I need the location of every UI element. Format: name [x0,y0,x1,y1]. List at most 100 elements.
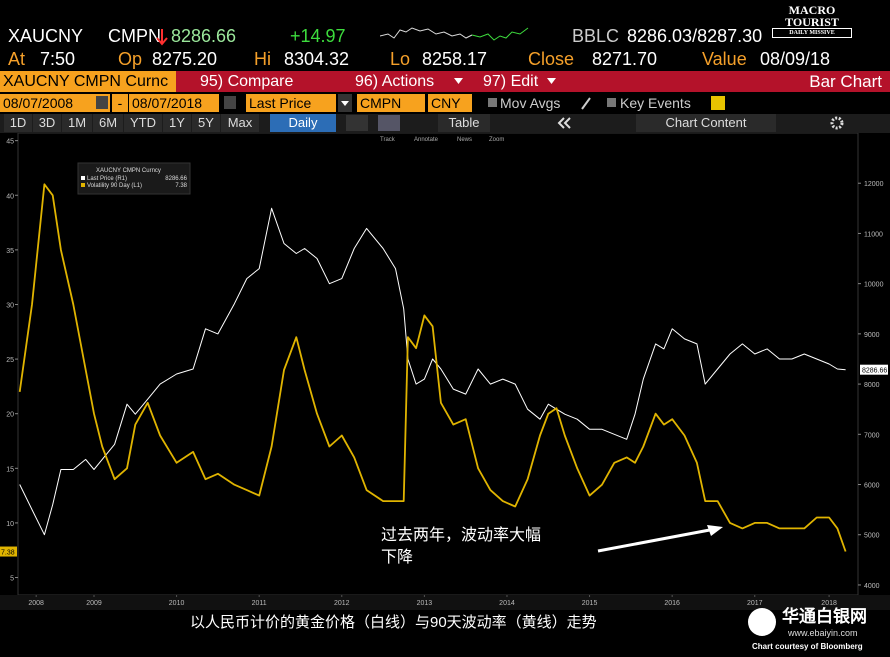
quote-value: 7:50 [40,49,76,69]
end-date[interactable]: 08/07/2018 [129,94,219,112]
period-button[interactable]: 1D [4,114,32,132]
watermark-logo [748,608,776,636]
logo-line: TOURIST [785,15,839,29]
period-button[interactable]: Max [221,114,259,132]
y2-tick-label: 11000 [864,231,883,238]
period-button[interactable]: 3D [33,114,61,132]
x-tick-label: 2011 [252,600,267,607]
chart-type-icon[interactable] [346,115,368,131]
period-button[interactable]: YTD [124,114,162,132]
y-tick-label: 30 [6,302,14,309]
ticker: XAUCNY [8,26,84,46]
period-button[interactable]: 1M [62,114,92,132]
x-tick-label: 2008 [28,600,44,607]
table-button[interactable]: Table [438,114,490,132]
chart-tool[interactable]: Zoom [489,137,504,143]
down-arrow [156,29,168,46]
x-axis-strip [0,595,890,610]
bid-ask: 8286.03/8287.30 [627,26,763,46]
bid-source: BBLC [572,26,620,46]
y-tick-label: 35 [6,248,14,255]
quote-value: 8271.70 [592,49,658,69]
date-separator: - [112,94,128,112]
period-button[interactable]: 5Y [192,114,220,132]
menu-item[interactable]: 96) Actions [355,73,435,90]
frequency[interactable]: Daily [270,114,336,132]
x-tick-label: 2015 [582,600,598,607]
y-tick-label: 25 [6,357,14,364]
info-icon[interactable] [711,96,725,110]
legend-value: 8286.66 [165,176,187,182]
y-tick-label: 45 [6,139,14,146]
y-tick-label: 20 [6,412,14,419]
y2-tick-label: 6000 [864,483,880,490]
checkbox[interactable] [488,98,497,107]
y-tick-label: 5 [10,576,14,583]
legend [77,162,191,195]
legend-label: Volatility 90 Day (L1) [87,183,142,189]
credit: Chart courtesy of Bloomberg [752,642,863,651]
last-value: 8286.66 [862,368,887,375]
dropdown-icon [454,78,463,84]
security-input[interactable]: XAUCNY CMPN Curnc [0,71,176,92]
chart-content[interactable]: Chart Content [636,114,776,132]
legend-value: 7.38 [175,183,187,189]
option[interactable]: Key Events [620,95,691,111]
quote-value: 8275.20 [152,49,218,69]
logo-line: MACRO [788,3,836,17]
annotation-line: 下降 [381,549,414,566]
y2-tick-label: 4000 [864,583,880,590]
caption: 以人民币计价的黄金价格（白线）与90天波动率（黄线）走势 [190,614,597,631]
chart-tool[interactable]: Annotate [414,137,439,143]
y2-tick-label: 7000 [864,432,880,439]
start-date[interactable]: 08/07/2008 [0,94,110,112]
period-button[interactable]: 6M [93,114,123,132]
tool-icon[interactable] [378,115,400,131]
calendar-icon[interactable] [224,96,236,109]
gear-icon[interactable] [830,116,844,130]
watermark-name: 华通白银网 [782,607,867,626]
legend-swatch [81,176,85,180]
collapse-icon[interactable] [556,117,572,129]
watermark-url: www.ebaiyin.com [788,628,858,638]
dropdown-icon [547,78,556,84]
quote-value: 08/09/18 [760,49,831,69]
logo-line: DAILY MISSIVE [772,28,852,38]
period-button[interactable]: 1Y [163,114,191,132]
field-select[interactable]: Last Price [246,94,336,112]
y2-tick-label: 9000 [864,332,880,339]
y-tick-label: 15 [6,466,14,473]
x-tick-label: 2018 [821,600,837,607]
menu-item[interactable]: 95) Compare [200,73,294,90]
chart-tool[interactable]: Track [380,137,396,143]
y2-tick-label: 10000 [864,282,884,289]
quote-label: At [8,49,26,69]
annotation-arrow [597,525,723,553]
option[interactable]: Mov Avgs [500,95,561,111]
quote-label: Close [528,49,575,69]
last-value-tag [860,364,888,375]
legend-label: Last Price (R1) [87,176,127,182]
series-line [18,183,847,552]
sparkline [380,27,529,41]
x-tick-label: 2017 [747,600,763,607]
annotation-line: 过去两年，波动率大幅 [381,527,542,544]
dropdown-icon[interactable] [338,94,352,112]
view-label: Bar Chart [809,72,882,91]
x-tick-label: 2014 [499,600,515,607]
calendar-icon[interactable] [96,96,108,109]
y2-tick-label: 12000 [864,181,884,188]
source-select[interactable]: CMPN [357,94,425,112]
chart-tool[interactable]: News [457,137,472,143]
pen-icon[interactable] [580,96,592,110]
currency-select[interactable]: CNY [428,94,472,112]
source: CMPN [108,26,161,46]
checkbox[interactable] [607,98,616,107]
quote-label: Value [702,49,747,69]
quote-value: 8258.17 [422,49,488,69]
quote-label: Op [118,49,143,69]
x-tick-label: 2013 [417,600,433,607]
x-tick-label: 2012 [334,600,350,607]
menu-item[interactable]: 97) Edit [483,73,539,90]
